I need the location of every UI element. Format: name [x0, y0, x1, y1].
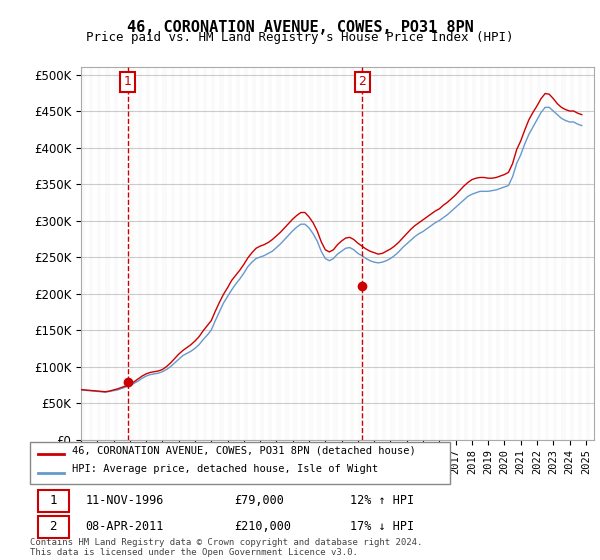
FancyBboxPatch shape: [38, 489, 68, 512]
Bar: [284, 67, 289, 440]
Text: 1: 1: [49, 494, 57, 507]
Bar: [89, 67, 93, 440]
Bar: [195, 67, 199, 440]
Bar: [423, 67, 427, 440]
Bar: [293, 67, 297, 440]
Text: £210,000: £210,000: [234, 520, 291, 533]
Text: Price paid vs. HM Land Registry's House Price Index (HPI): Price paid vs. HM Land Registry's House …: [86, 31, 514, 44]
Text: 2: 2: [358, 75, 366, 88]
Bar: [236, 67, 240, 440]
Text: Contains HM Land Registry data © Crown copyright and database right 2024.
This d: Contains HM Land Registry data © Crown c…: [30, 538, 422, 557]
Bar: [398, 67, 403, 440]
Bar: [407, 67, 411, 440]
Bar: [382, 67, 386, 440]
Bar: [317, 67, 321, 440]
Bar: [138, 67, 142, 440]
Bar: [366, 67, 370, 440]
Text: 46, CORONATION AVENUE, COWES, PO31 8PN (detached house): 46, CORONATION AVENUE, COWES, PO31 8PN (…: [72, 446, 416, 456]
Bar: [512, 67, 517, 440]
Bar: [309, 67, 313, 440]
Bar: [268, 67, 272, 440]
Text: 17% ↓ HPI: 17% ↓ HPI: [350, 520, 414, 533]
Bar: [415, 67, 419, 440]
FancyBboxPatch shape: [38, 516, 68, 538]
Bar: [203, 67, 207, 440]
Bar: [187, 67, 191, 440]
Bar: [350, 67, 354, 440]
Bar: [170, 67, 175, 440]
Bar: [146, 67, 150, 440]
Bar: [562, 67, 566, 440]
Bar: [391, 67, 395, 440]
Bar: [521, 67, 525, 440]
Bar: [569, 67, 574, 440]
Bar: [455, 67, 460, 440]
Bar: [496, 67, 500, 440]
Bar: [545, 67, 549, 440]
Bar: [448, 67, 452, 440]
Bar: [334, 67, 338, 440]
Bar: [464, 67, 468, 440]
Bar: [578, 67, 582, 440]
Bar: [154, 67, 158, 440]
Bar: [220, 67, 224, 440]
Bar: [439, 67, 443, 440]
Bar: [586, 67, 590, 440]
Bar: [325, 67, 329, 440]
Bar: [163, 67, 167, 440]
Bar: [113, 67, 118, 440]
Text: £79,000: £79,000: [234, 494, 284, 507]
Bar: [97, 67, 101, 440]
Bar: [179, 67, 183, 440]
Text: 12% ↑ HPI: 12% ↑ HPI: [350, 494, 414, 507]
Bar: [130, 67, 134, 440]
Bar: [358, 67, 362, 440]
Text: 46, CORONATION AVENUE, COWES, PO31 8PN: 46, CORONATION AVENUE, COWES, PO31 8PN: [127, 20, 473, 35]
Text: 11-NOV-1996: 11-NOV-1996: [85, 494, 164, 507]
Bar: [374, 67, 378, 440]
Bar: [301, 67, 305, 440]
Bar: [277, 67, 281, 440]
Bar: [244, 67, 248, 440]
Bar: [106, 67, 110, 440]
Bar: [260, 67, 264, 440]
Text: HPI: Average price, detached house, Isle of Wight: HPI: Average price, detached house, Isle…: [72, 464, 378, 474]
Bar: [553, 67, 557, 440]
Text: 2: 2: [49, 520, 57, 533]
Bar: [431, 67, 435, 440]
Text: 1: 1: [124, 75, 131, 88]
Text: 08-APR-2011: 08-APR-2011: [85, 520, 164, 533]
Bar: [529, 67, 533, 440]
Bar: [81, 67, 85, 440]
Bar: [227, 67, 232, 440]
Bar: [537, 67, 541, 440]
Bar: [122, 67, 126, 440]
Bar: [341, 67, 346, 440]
Bar: [488, 67, 492, 440]
Bar: [211, 67, 215, 440]
Bar: [252, 67, 256, 440]
Bar: [505, 67, 509, 440]
Bar: [480, 67, 484, 440]
FancyBboxPatch shape: [30, 442, 450, 484]
Bar: [472, 67, 476, 440]
